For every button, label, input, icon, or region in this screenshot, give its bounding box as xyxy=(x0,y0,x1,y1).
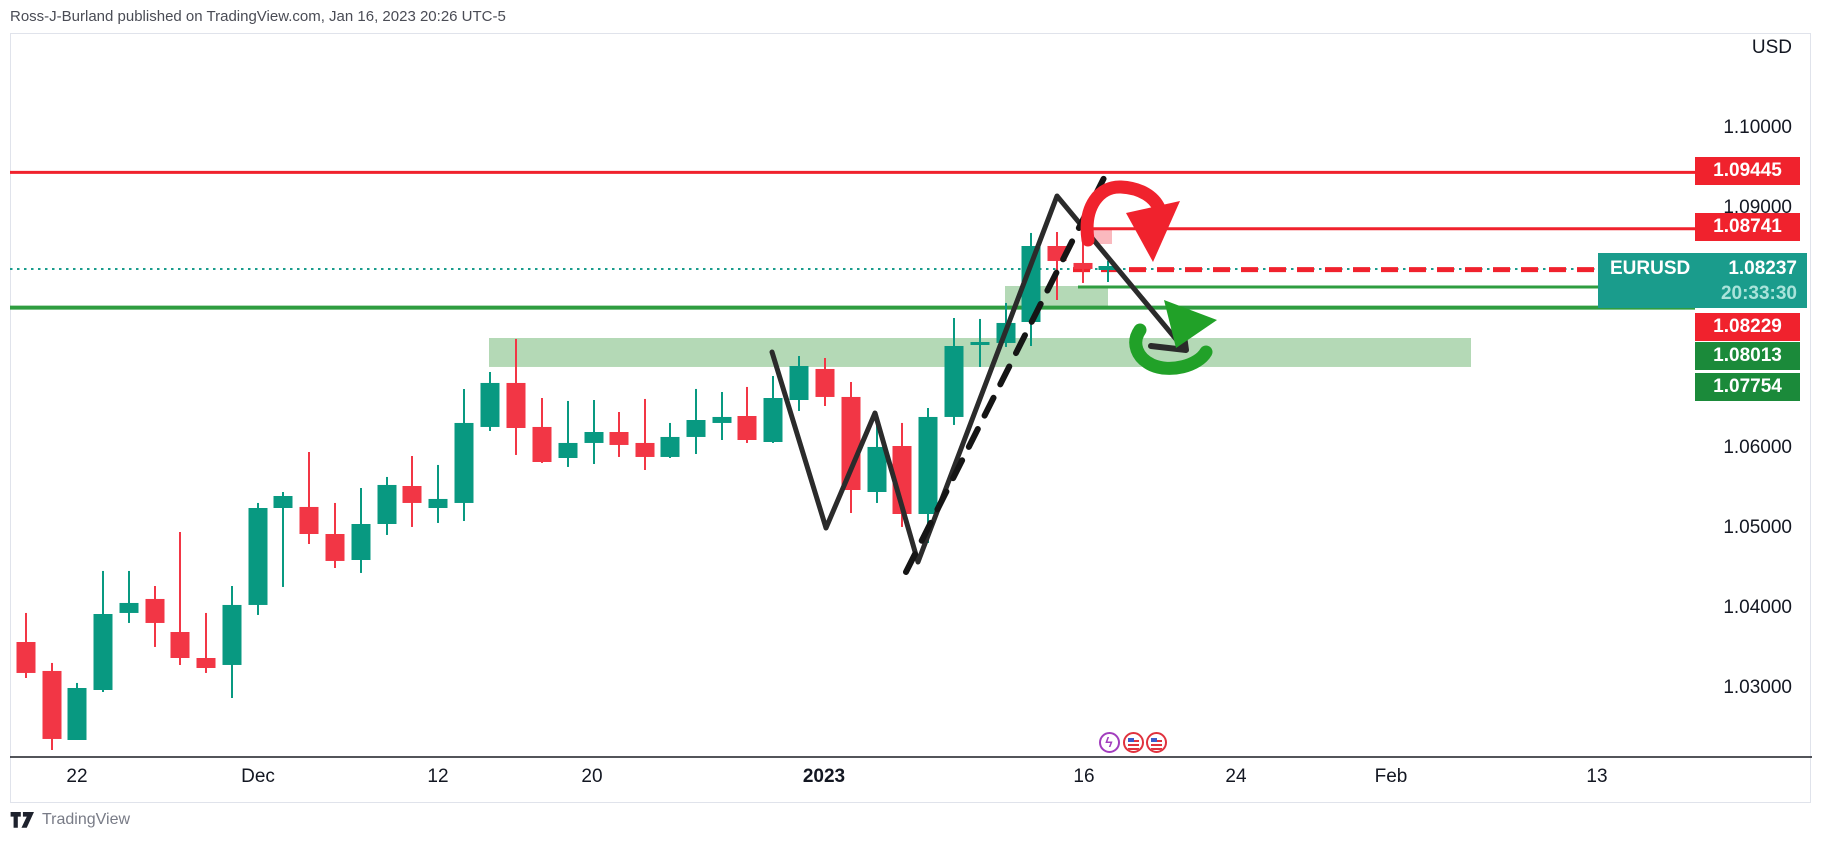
candle-body xyxy=(918,416,938,514)
candle-body xyxy=(867,446,887,492)
red-curved-arrow-tail xyxy=(1080,180,1166,247)
chart-frame xyxy=(10,33,1811,803)
candle-body xyxy=(248,508,268,605)
currency-axis-label: USD xyxy=(1751,37,1792,58)
time-axis-label[interactable]: 16 xyxy=(1073,766,1095,787)
candle-body xyxy=(944,346,964,417)
price-level-badge: 1.09445 xyxy=(1695,157,1800,185)
candle-body xyxy=(196,658,216,668)
price-tick-label[interactable]: 1.10000 xyxy=(1723,117,1792,138)
time-axis-label[interactable]: 22 xyxy=(66,766,88,787)
candle-body xyxy=(1098,266,1118,270)
green-curved-arrow-tail xyxy=(1129,323,1213,375)
candle-body xyxy=(351,524,371,560)
candle-body xyxy=(67,688,87,740)
red-curved-arrow-head xyxy=(1126,201,1180,262)
candle-body xyxy=(506,382,526,428)
candle-body xyxy=(584,432,604,443)
candle-body xyxy=(737,416,757,440)
price-tick-label[interactable]: 1.06000 xyxy=(1723,437,1792,458)
candle-body xyxy=(377,484,397,524)
tradingview-attribution[interactable]: TradingView xyxy=(10,811,130,829)
time-axis-label[interactable]: 2023 xyxy=(802,766,846,787)
green-curved-arrow-head xyxy=(1164,300,1217,348)
candle-body xyxy=(402,486,422,503)
volatility-event-icon[interactable]: ϟ xyxy=(1098,731,1120,753)
price-tick-label[interactable]: 1.03000 xyxy=(1723,677,1792,698)
attribution-text: Ross-J-Burland published on TradingView.… xyxy=(10,8,506,25)
candle-body xyxy=(712,416,732,423)
candle-body xyxy=(1073,262,1093,269)
us-flag-event-icon-2[interactable] xyxy=(1145,731,1167,753)
time-axis-label[interactable]: 13 xyxy=(1586,766,1608,787)
candle-body xyxy=(480,382,500,427)
candle-body xyxy=(93,614,113,690)
price-level-badge: 1.08229 xyxy=(1695,313,1800,341)
candle-body xyxy=(532,426,552,462)
candle-body xyxy=(763,398,783,442)
candle-body xyxy=(170,632,190,658)
price-tick-label[interactable]: 1.05000 xyxy=(1723,517,1792,538)
candle-body xyxy=(660,436,680,457)
price-tick-label[interactable]: 1.09000 xyxy=(1723,197,1792,218)
candle-body xyxy=(686,420,706,437)
candle-body xyxy=(145,598,165,623)
candle-body xyxy=(841,396,861,490)
candle-body xyxy=(299,506,319,534)
tradingview-brand-label: TradingView xyxy=(42,811,131,828)
price-level-badge: 1.08741 xyxy=(1695,213,1800,241)
candle-body xyxy=(635,442,655,457)
quote-symbol-label: EURUSD xyxy=(1610,258,1691,279)
candle-body xyxy=(609,432,629,445)
time-axis-label[interactable]: Dec xyxy=(241,766,275,787)
zigzag-trendline xyxy=(769,193,1188,565)
candle-body xyxy=(16,642,36,673)
time-axis-label[interactable]: Feb xyxy=(1374,766,1408,787)
candle-body xyxy=(454,422,474,503)
price-level-badge: 1.08013 xyxy=(1695,342,1800,370)
candle-body xyxy=(815,368,835,397)
symbol-quote-badge: EURUSD 1.08237 20:33:30 xyxy=(1598,253,1807,308)
candle-body xyxy=(42,670,62,739)
candle-body xyxy=(1021,246,1041,322)
candle-body xyxy=(428,498,448,508)
candle-body xyxy=(789,366,809,400)
dashed-trendline xyxy=(903,163,1113,575)
candle-body xyxy=(273,496,293,508)
candle-body xyxy=(119,602,139,613)
quote-last-price: 1.08237 xyxy=(1728,258,1797,279)
candle-body xyxy=(558,442,578,458)
tradingview-logo-icon xyxy=(10,811,34,828)
price-level-badge: 1.07754 xyxy=(1695,373,1800,401)
candle-body xyxy=(970,342,990,345)
bar-countdown-timer: 20:33:30 xyxy=(1720,283,1797,304)
us-flag-event-icon[interactable] xyxy=(1122,731,1144,753)
time-axis-label[interactable]: 20 xyxy=(581,766,603,787)
time-axis-label[interactable]: 12 xyxy=(427,766,449,787)
candle-body xyxy=(222,604,242,665)
price-tick-label[interactable]: 1.04000 xyxy=(1723,597,1792,618)
time-axis-label[interactable]: 24 xyxy=(1225,766,1247,787)
candle-body xyxy=(325,534,345,561)
